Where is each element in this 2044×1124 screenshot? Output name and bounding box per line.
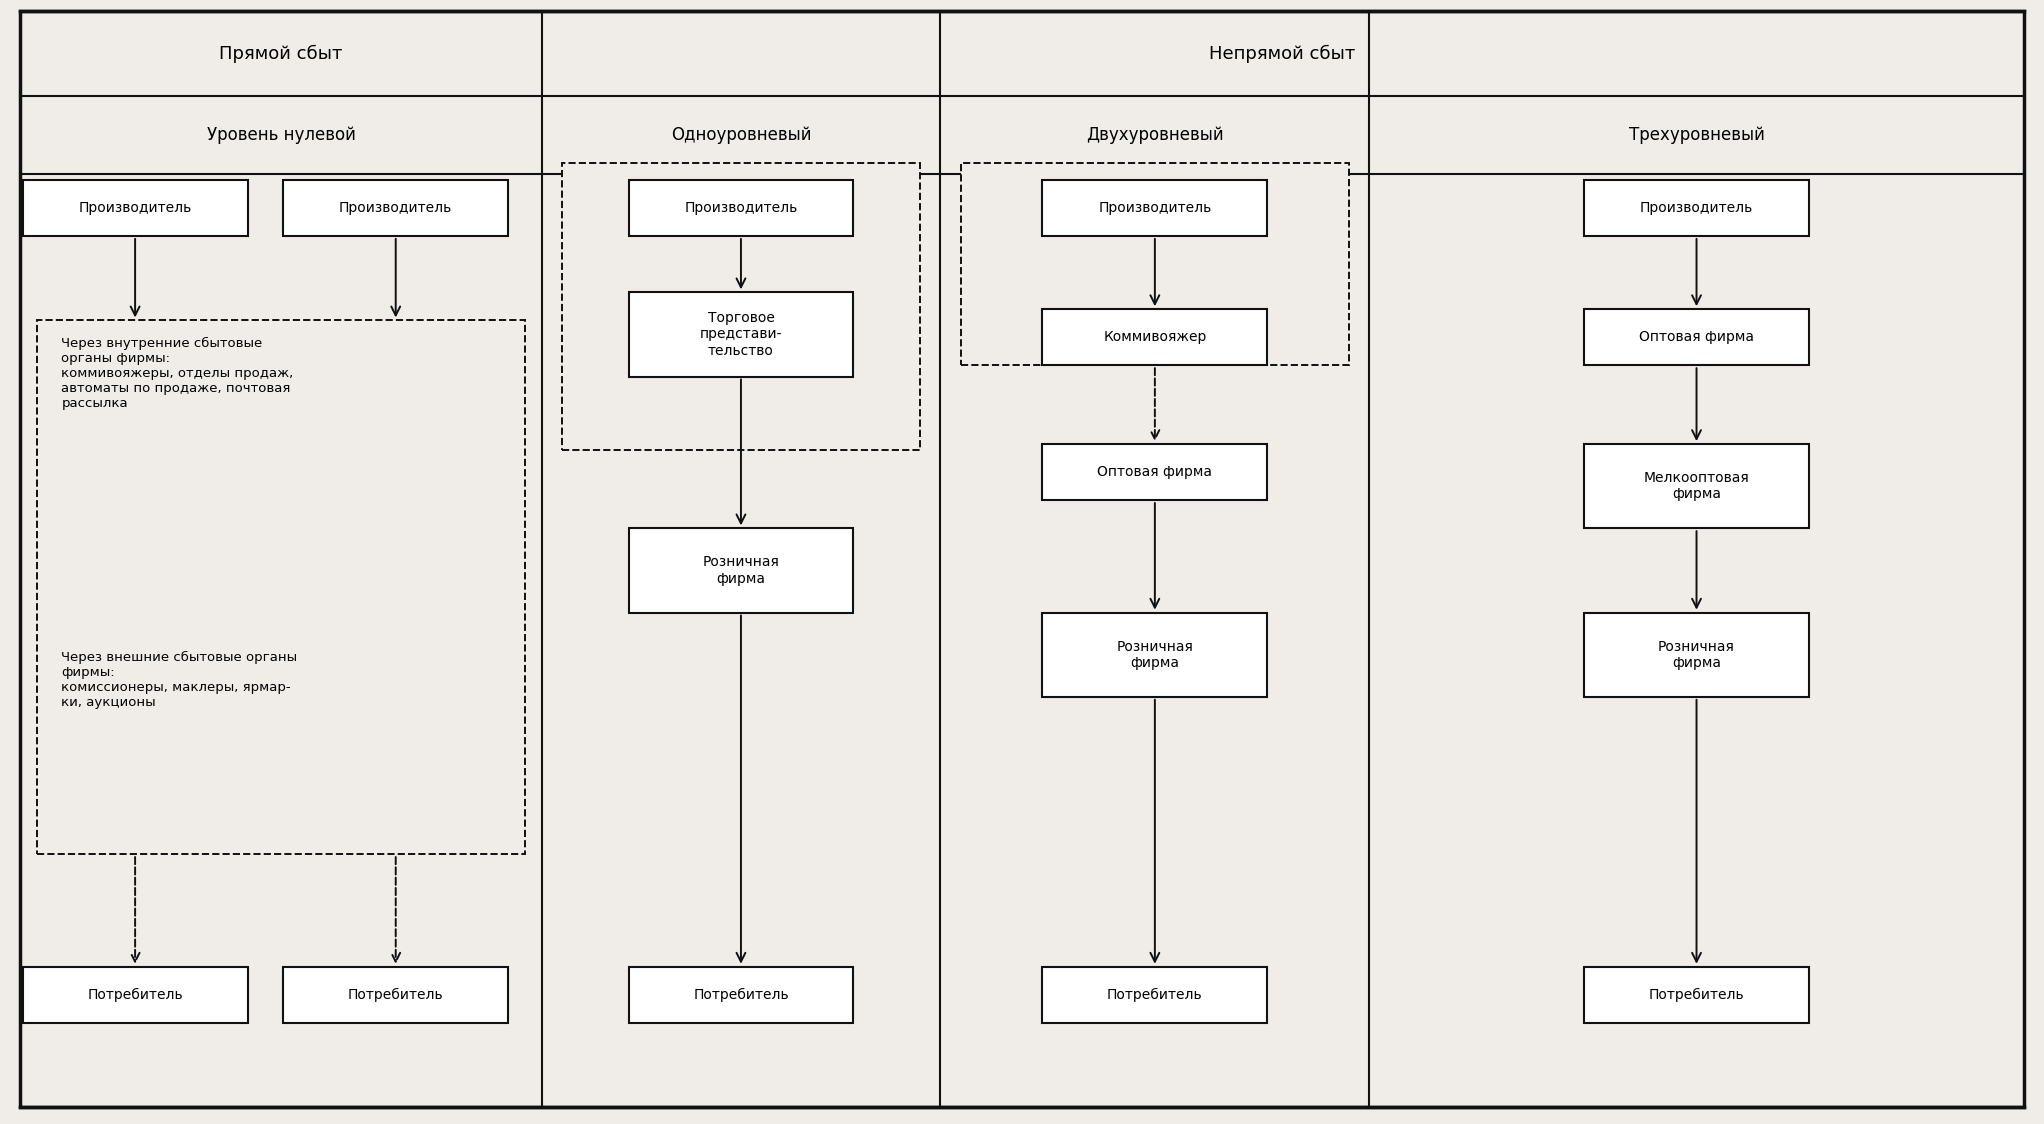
FancyBboxPatch shape: [1042, 309, 1267, 365]
FancyBboxPatch shape: [562, 163, 920, 450]
Text: Потребитель: Потребитель: [88, 988, 182, 1001]
FancyBboxPatch shape: [1584, 309, 1809, 365]
Text: Производитель: Производитель: [339, 201, 452, 215]
FancyBboxPatch shape: [1042, 967, 1267, 1023]
Text: Потребитель: Потребитель: [693, 988, 789, 1001]
Text: Потребитель: Потребитель: [347, 988, 444, 1001]
Text: Уровень нулевой: Уровень нулевой: [206, 126, 356, 144]
Text: Производитель: Производитель: [1098, 201, 1212, 215]
FancyBboxPatch shape: [1042, 613, 1267, 697]
FancyBboxPatch shape: [22, 967, 247, 1023]
FancyBboxPatch shape: [284, 967, 509, 1023]
FancyBboxPatch shape: [961, 163, 1349, 365]
Text: Производитель: Производитель: [685, 201, 797, 215]
Text: Двухуровневый: Двухуровневый: [1085, 126, 1224, 144]
Text: Мелкооптовая
фирма: Мелкооптовая фирма: [1643, 471, 1750, 501]
Text: Через внутренние сбытовые
органы фирмы:
коммивояжеры, отделы продаж,
автоматы по: Через внутренние сбытовые органы фирмы: …: [61, 337, 294, 410]
FancyBboxPatch shape: [284, 180, 509, 236]
FancyBboxPatch shape: [20, 11, 2024, 1107]
FancyBboxPatch shape: [37, 320, 525, 854]
Text: Торговое
представи-
тельство: Торговое представи- тельство: [699, 311, 783, 357]
FancyBboxPatch shape: [1584, 180, 1809, 236]
FancyBboxPatch shape: [1584, 967, 1809, 1023]
Text: Производитель: Производитель: [78, 201, 192, 215]
Text: Непрямой сбыт: Непрямой сбыт: [1210, 44, 1355, 63]
FancyBboxPatch shape: [630, 180, 854, 236]
Text: Оптовая фирма: Оптовая фирма: [1639, 330, 1754, 344]
Text: Потребитель: Потребитель: [1108, 988, 1202, 1001]
Text: Прямой сбыт: Прямой сбыт: [219, 44, 343, 63]
FancyBboxPatch shape: [630, 292, 854, 377]
FancyBboxPatch shape: [1584, 613, 1809, 697]
Text: Трехуровневый: Трехуровневый: [1629, 126, 1764, 144]
Text: Потребитель: Потребитель: [1650, 988, 1744, 1001]
Text: Оптовая фирма: Оптовая фирма: [1098, 465, 1212, 479]
FancyBboxPatch shape: [1584, 444, 1809, 528]
Text: Производитель: Производитель: [1639, 201, 1754, 215]
FancyBboxPatch shape: [22, 180, 247, 236]
FancyBboxPatch shape: [1042, 180, 1267, 236]
FancyBboxPatch shape: [630, 528, 854, 613]
Text: Одноуровневый: Одноуровневый: [670, 126, 811, 144]
Text: Через внешние сбытовые органы
фирмы:
комиссионеры, маклеры, ярмар-
ки, аукционы: Через внешние сбытовые органы фирмы: ком…: [61, 652, 298, 709]
Text: Розничная
фирма: Розничная фирма: [1116, 640, 1194, 670]
Text: Розничная
фирма: Розничная фирма: [703, 555, 779, 586]
FancyBboxPatch shape: [1042, 444, 1267, 500]
Text: Коммивояжер: Коммивояжер: [1104, 330, 1206, 344]
FancyBboxPatch shape: [630, 967, 854, 1023]
Text: Розничная
фирма: Розничная фирма: [1658, 640, 1735, 670]
